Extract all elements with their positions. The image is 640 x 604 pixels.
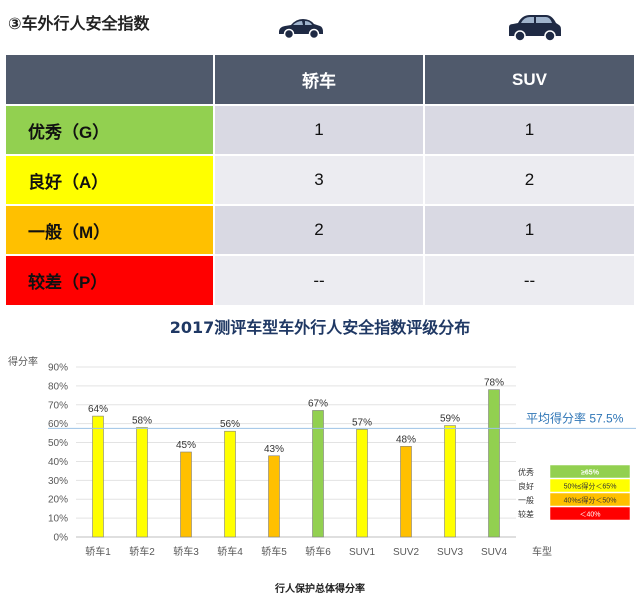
bar-value-label: 58%	[132, 415, 152, 426]
bar	[224, 430, 236, 538]
legend-range: 40%≤得分＜50%	[564, 496, 617, 505]
sedan-count-cell: 2	[213, 204, 424, 255]
bar	[92, 415, 104, 538]
legend-label: 优秀	[518, 467, 534, 477]
x-tick-label: 轿车6	[305, 545, 331, 558]
suv-count-cell: 1	[423, 204, 634, 255]
x-tick-label: 轿车3	[173, 545, 199, 558]
grade-cell-acceptable: 良好（A）	[6, 154, 214, 205]
bar	[400, 446, 412, 538]
legend-label: 一般	[518, 495, 534, 505]
section-title: ③车外行人安全指数	[8, 14, 150, 33]
table-row: 较差（P） -- --	[6, 254, 634, 305]
y-tick-label: 20%	[48, 495, 68, 506]
bar-chart: 得分率 0% 10% 20% 30% 40% 50% 60% 70% 80% 90% 64% 轿车1 58…	[8, 355, 636, 558]
x-axis-title: 车型	[532, 545, 552, 558]
bar	[312, 410, 324, 538]
table-row: 优秀（G） 1 1	[6, 104, 634, 155]
suv-icon	[509, 15, 561, 42]
suv-count-cell: 2	[423, 154, 634, 205]
sedan-count-cell: --	[213, 254, 424, 305]
bar-value-label: 43%	[264, 444, 284, 455]
table-header-grade	[6, 55, 214, 105]
sedan-count-cell: 3	[213, 154, 424, 205]
suv-count-cell: 1	[423, 104, 634, 155]
y-tick-label: 30%	[48, 476, 68, 487]
x-tick-label: SUV1	[349, 547, 376, 558]
sedan-count-cell: 1	[213, 104, 424, 155]
bar-value-label: 45%	[176, 440, 196, 451]
legend-swatch	[549, 492, 631, 507]
y-tick-label: 0%	[54, 533, 69, 544]
legend-swatch	[549, 478, 631, 493]
y-tick-label: 70%	[48, 400, 68, 411]
bar-value-label: 57%	[352, 417, 372, 428]
y-tick-label: 90%	[48, 363, 68, 374]
x-tick-label: 轿车1	[85, 545, 111, 558]
bar-value-label: 48%	[396, 434, 416, 445]
table-row: 良好（A） 3 2	[6, 154, 634, 205]
rating-table: 轿车 SUV 优秀（G） 1 1 良好（A） 3 2 一般（M） 2 1 较差（…	[6, 55, 634, 305]
y-axis-title: 得分率	[8, 355, 38, 368]
legend-label: 较差	[518, 509, 534, 519]
table-header-suv: SUV	[423, 55, 634, 105]
bar-value-label: 64%	[88, 404, 108, 415]
y-tick-label: 80%	[48, 381, 68, 392]
x-tick-label: SUV4	[481, 547, 508, 558]
grade-cell-marginal: 一般（M）	[6, 204, 214, 255]
x-tick-label: 轿车5	[261, 545, 287, 558]
legend-range: ＜40%	[579, 512, 600, 519]
bar-value-label: 67%	[308, 398, 328, 409]
suv-count-cell: --	[423, 254, 634, 305]
bar	[488, 389, 500, 538]
chart-bottom-title: 行人保护总体得分率	[275, 584, 365, 595]
bar-value-label: 59%	[440, 414, 460, 425]
bar-value-label: 78%	[484, 378, 504, 389]
average-label: 平均得分率 57.5%	[526, 410, 624, 425]
y-tick-label: 60%	[48, 419, 68, 430]
y-tick-label: 40%	[48, 457, 68, 468]
bar	[136, 427, 148, 538]
legend-swatch	[549, 464, 631, 479]
legend-label: 良好	[518, 481, 534, 491]
legend-range: 50%≤得分＜65%	[564, 482, 617, 491]
x-tick-label: 轿车2	[129, 545, 155, 558]
x-tick-label: SUV2	[393, 547, 420, 558]
grade-cell-good: 优秀（G）	[6, 104, 214, 155]
sedan-icon	[279, 19, 323, 40]
bar	[356, 429, 368, 538]
chart-title: 2017测评车型车外行人安全指数评级分布	[169, 318, 471, 337]
bar	[268, 455, 280, 538]
y-tick-label: 50%	[48, 438, 68, 449]
table-header-sedan: 轿车	[213, 55, 424, 105]
table-row: 一般（M） 2 1	[6, 204, 634, 255]
legend-range: ≥65%	[581, 470, 600, 477]
bar	[180, 451, 192, 538]
x-tick-label: 轿车4	[217, 545, 243, 558]
bar	[444, 425, 456, 538]
legend-swatch	[549, 506, 631, 521]
grade-cell-poor: 较差（P）	[6, 254, 214, 305]
y-tick-label: 10%	[48, 514, 68, 525]
table-header-row: 轿车 SUV	[6, 55, 634, 105]
bar-value-label: 56%	[220, 419, 240, 430]
x-tick-label: SUV3	[437, 547, 464, 558]
